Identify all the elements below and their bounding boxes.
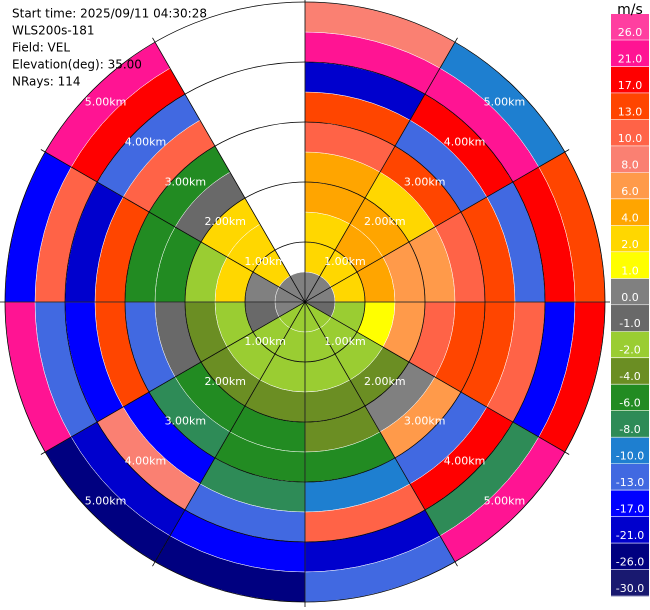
ring-label: 3.00km (404, 175, 446, 188)
colorbar-band (611, 172, 649, 200)
colorbar-band (611, 40, 649, 67)
ppi-field (4, 1, 606, 603)
grid (0, 0, 610, 607)
ring-label: 1.00km (244, 335, 286, 348)
ring-label: 4.00km (125, 135, 167, 148)
colorbar-tick-label: 8.0 (621, 158, 639, 171)
ring-label: 5.00km (484, 494, 526, 507)
ring-label: 1.00km (244, 255, 286, 268)
ring-label: 4.00km (125, 455, 167, 468)
colorbar-band (611, 569, 649, 597)
colorbar-unit: m/s (617, 2, 643, 18)
colorbar-tick-label: 10.0 (618, 132, 643, 145)
colorbar-tick-label: -8.0 (619, 423, 640, 436)
spoke (152, 37, 458, 567)
colorbar-tick-label: -1.0 (619, 317, 640, 330)
colorbar-band (611, 304, 649, 332)
range-ring (124, 121, 486, 483)
colorbar-tick-label: -4.0 (619, 370, 640, 383)
header-line: WLS200s-181 (12, 24, 95, 38)
colorbar-tick-label: -21.0 (616, 529, 644, 542)
colorbar-band (611, 490, 649, 518)
ring-label: 2.00km (364, 215, 406, 228)
range-ring (4, 1, 606, 603)
colorbar-band (611, 331, 649, 359)
ring-label: 4.00km (444, 455, 486, 468)
colorbar-tick-label: -30.0 (616, 582, 644, 595)
labels: 1.00km 1.00km 1.00km 1.00km 2.00km 2.00km 2.00… (85, 96, 525, 508)
colorbar-band (611, 119, 649, 147)
range-ring (64, 61, 546, 543)
colorbar: -30.0 -26.0 -21.0 -17.0 -13.0 -10.0 -8.0 -6.0 -4… (611, 14, 649, 597)
ring-label: 5.00km (484, 96, 526, 109)
colorbar-tick-label: 21.0 (618, 52, 643, 65)
colorbar-tick-label: 17.0 (618, 79, 643, 92)
colorbar-tick-label: 13.0 (618, 105, 643, 118)
colorbar-tick-label: 26.0 (618, 26, 643, 39)
colorbar-band (611, 145, 649, 173)
colorbar-band (611, 543, 649, 571)
colorbar-tick-label: 6.0 (621, 185, 639, 198)
ring-label: 2.00km (204, 375, 246, 388)
header-line: NRays: 114 (12, 75, 81, 89)
colorbar-tick-label: 2.0 (621, 238, 639, 251)
ring-label: 5.00km (85, 96, 127, 109)
ring-label: 3.00km (165, 175, 207, 188)
ring-label: 5.00km (85, 494, 127, 507)
colorbar-tick-label: 4.0 (621, 211, 639, 224)
colorbar-band (611, 516, 649, 544)
range-ring (244, 241, 366, 363)
header-line: Start time: 2025/09/11 04:30:28 (12, 7, 207, 21)
colorbar-band (611, 66, 649, 94)
colorbar-band (611, 225, 649, 253)
colorbar-band (611, 198, 649, 226)
colorbar-band (611, 437, 649, 465)
colorbar-tick-label: -26.0 (616, 556, 644, 569)
colorbar-tick-label: -2.0 (619, 344, 640, 357)
colorbar-tick-label: 1.0 (621, 264, 639, 277)
ring-label: 4.00km (444, 135, 486, 148)
colorbar-band (611, 278, 649, 306)
colorbar-band (611, 463, 649, 491)
range-ring (184, 181, 426, 423)
header-line: Elevation(deg): 35.00 (12, 58, 142, 72)
colorbar-tick-label: -10.0 (616, 450, 644, 463)
colorbar-band (611, 251, 649, 279)
colorbar-band (611, 410, 649, 438)
colorbar-tick-label: -6.0 (619, 397, 640, 410)
colorbar-tick-label: -13.0 (616, 476, 644, 489)
ring-label: 2.00km (364, 375, 406, 388)
header-line: Field: VEL (12, 41, 70, 55)
colorbar-band (611, 92, 649, 120)
ring-label: 3.00km (165, 415, 207, 428)
colorbar-band (611, 14, 649, 41)
ring-label: 1.00km (324, 255, 366, 268)
ring-label: 2.00km (204, 215, 246, 228)
ring-label: 3.00km (404, 415, 446, 428)
colorbar-band (611, 384, 649, 412)
ring-label: 1.00km (324, 335, 366, 348)
colorbar-tick-label: -17.0 (616, 503, 644, 516)
colorbar-tick-label: 0.0 (621, 291, 639, 304)
colorbar-band (611, 357, 649, 385)
